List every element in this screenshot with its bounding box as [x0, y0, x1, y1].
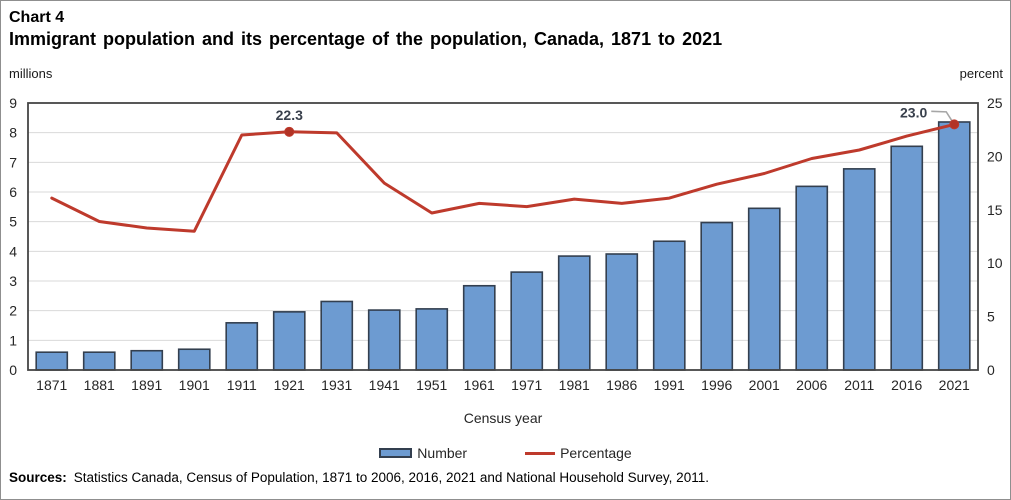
x-tick-1986: 1986: [606, 377, 637, 393]
line-marker-1921: [284, 126, 295, 137]
left-axis-unit-label: millions: [9, 66, 53, 81]
bar-1891: [130, 349, 164, 371]
y-right-tick-20: 20: [987, 148, 1003, 164]
percentage-line: [50, 122, 956, 233]
legend-item-percentage: Percentage: [525, 445, 632, 461]
bar-2011: [842, 168, 876, 371]
y-left-tick-4: 4: [9, 243, 17, 259]
x-tick-2006: 2006: [796, 377, 827, 393]
annotation-label-2021: 23.0: [900, 104, 927, 120]
y-left-tick-8: 8: [9, 125, 17, 141]
bar-1991: [652, 240, 686, 371]
bar-1871: [35, 351, 69, 371]
bar-2006: [795, 185, 829, 371]
sources-line: Sources: Statistics Canada, Census of Pop…: [9, 470, 709, 485]
bar-2001: [747, 207, 781, 371]
x-tick-1991: 1991: [654, 377, 685, 393]
right-axis-unit-label: percent: [959, 66, 1003, 81]
sources-text: Statistics Canada, Census of Population,…: [73, 470, 709, 485]
x-tick-1871: 1871: [36, 377, 67, 393]
bar-1951: [415, 308, 449, 371]
y-right-tick-5: 5: [987, 309, 995, 325]
x-tick-1911: 1911: [227, 377, 257, 393]
bar-1996: [700, 221, 734, 371]
annotation-label-1921: 22.3: [276, 107, 303, 123]
bar-1971: [510, 271, 544, 371]
annotation-leader-line: [931, 110, 953, 122]
x-tick-1971: 1971: [511, 377, 542, 393]
y-left-tick-5: 5: [9, 214, 17, 230]
y-left-tick-9: 9: [9, 95, 17, 111]
chart-legend: Number Percentage: [1, 445, 1010, 461]
legend-label-percentage: Percentage: [560, 445, 632, 461]
x-tick-1951: 1951: [416, 377, 447, 393]
legend-label-number: Number: [417, 445, 468, 461]
chart-number-label: Chart 4: [9, 9, 65, 26]
y-right-tick-10: 10: [987, 255, 1003, 271]
x-tick-1996: 1996: [701, 377, 732, 393]
title-block: Chart 4 Immigrant population and its per…: [9, 8, 722, 51]
y-left-tick-2: 2: [9, 303, 17, 319]
combo-chart-svg: 0 1 2 3 4 5 6 7 8 9 0 5 10 15 20 25 1871 1881 1891 1901 1911…: [9, 95, 1003, 393]
y-left-tick-3: 3: [9, 273, 17, 289]
bar-1941: [367, 309, 401, 371]
bar-1961: [462, 284, 496, 371]
bar-2016: [890, 145, 924, 371]
y-right-tick-25: 25: [987, 95, 1003, 111]
x-tick-1941: 1941: [369, 377, 400, 393]
y-left-tick-7: 7: [9, 154, 17, 170]
x-tick-1931: 1931: [321, 377, 352, 393]
bar-1881: [82, 351, 116, 371]
x-tick-2021: 2021: [939, 377, 970, 393]
sources-prefix: Sources:: [9, 470, 67, 485]
y-right-tick-0: 0: [987, 362, 995, 378]
bar-1921: [272, 311, 306, 371]
y-right-tick-15: 15: [987, 202, 1003, 218]
line-swatch-icon: [525, 451, 556, 455]
chart-title: Immigrant population and its percentage …: [9, 29, 723, 49]
bar-1931: [320, 300, 354, 371]
bar-1901: [177, 348, 211, 371]
plot-area-border: [27, 102, 979, 371]
x-tick-1961: 1961: [464, 377, 495, 393]
x-tick-2011: 2011: [844, 377, 874, 393]
x-tick-1921: 1921: [274, 377, 305, 393]
line-marker-2021: [949, 119, 960, 130]
bar-2021: [937, 121, 971, 371]
y-left-tick-1: 1: [9, 332, 17, 348]
y-left-tick-0: 0: [9, 362, 17, 378]
bar-1981: [557, 255, 591, 371]
bar-1986: [605, 253, 639, 371]
x-tick-1891: 1891: [131, 377, 162, 393]
bar-1911: [225, 322, 259, 371]
x-tick-2001: 2001: [749, 377, 780, 393]
x-tick-1981: 1981: [559, 377, 590, 393]
legend-item-number: Number: [379, 445, 467, 461]
y-left-tick-6: 6: [9, 184, 17, 200]
x-axis-title: Census year: [463, 410, 543, 426]
bar-swatch-icon: [379, 448, 413, 458]
x-tick-1881: 1881: [84, 377, 115, 393]
x-tick-2016: 2016: [891, 377, 922, 393]
x-tick-1901: 1901: [179, 377, 210, 393]
